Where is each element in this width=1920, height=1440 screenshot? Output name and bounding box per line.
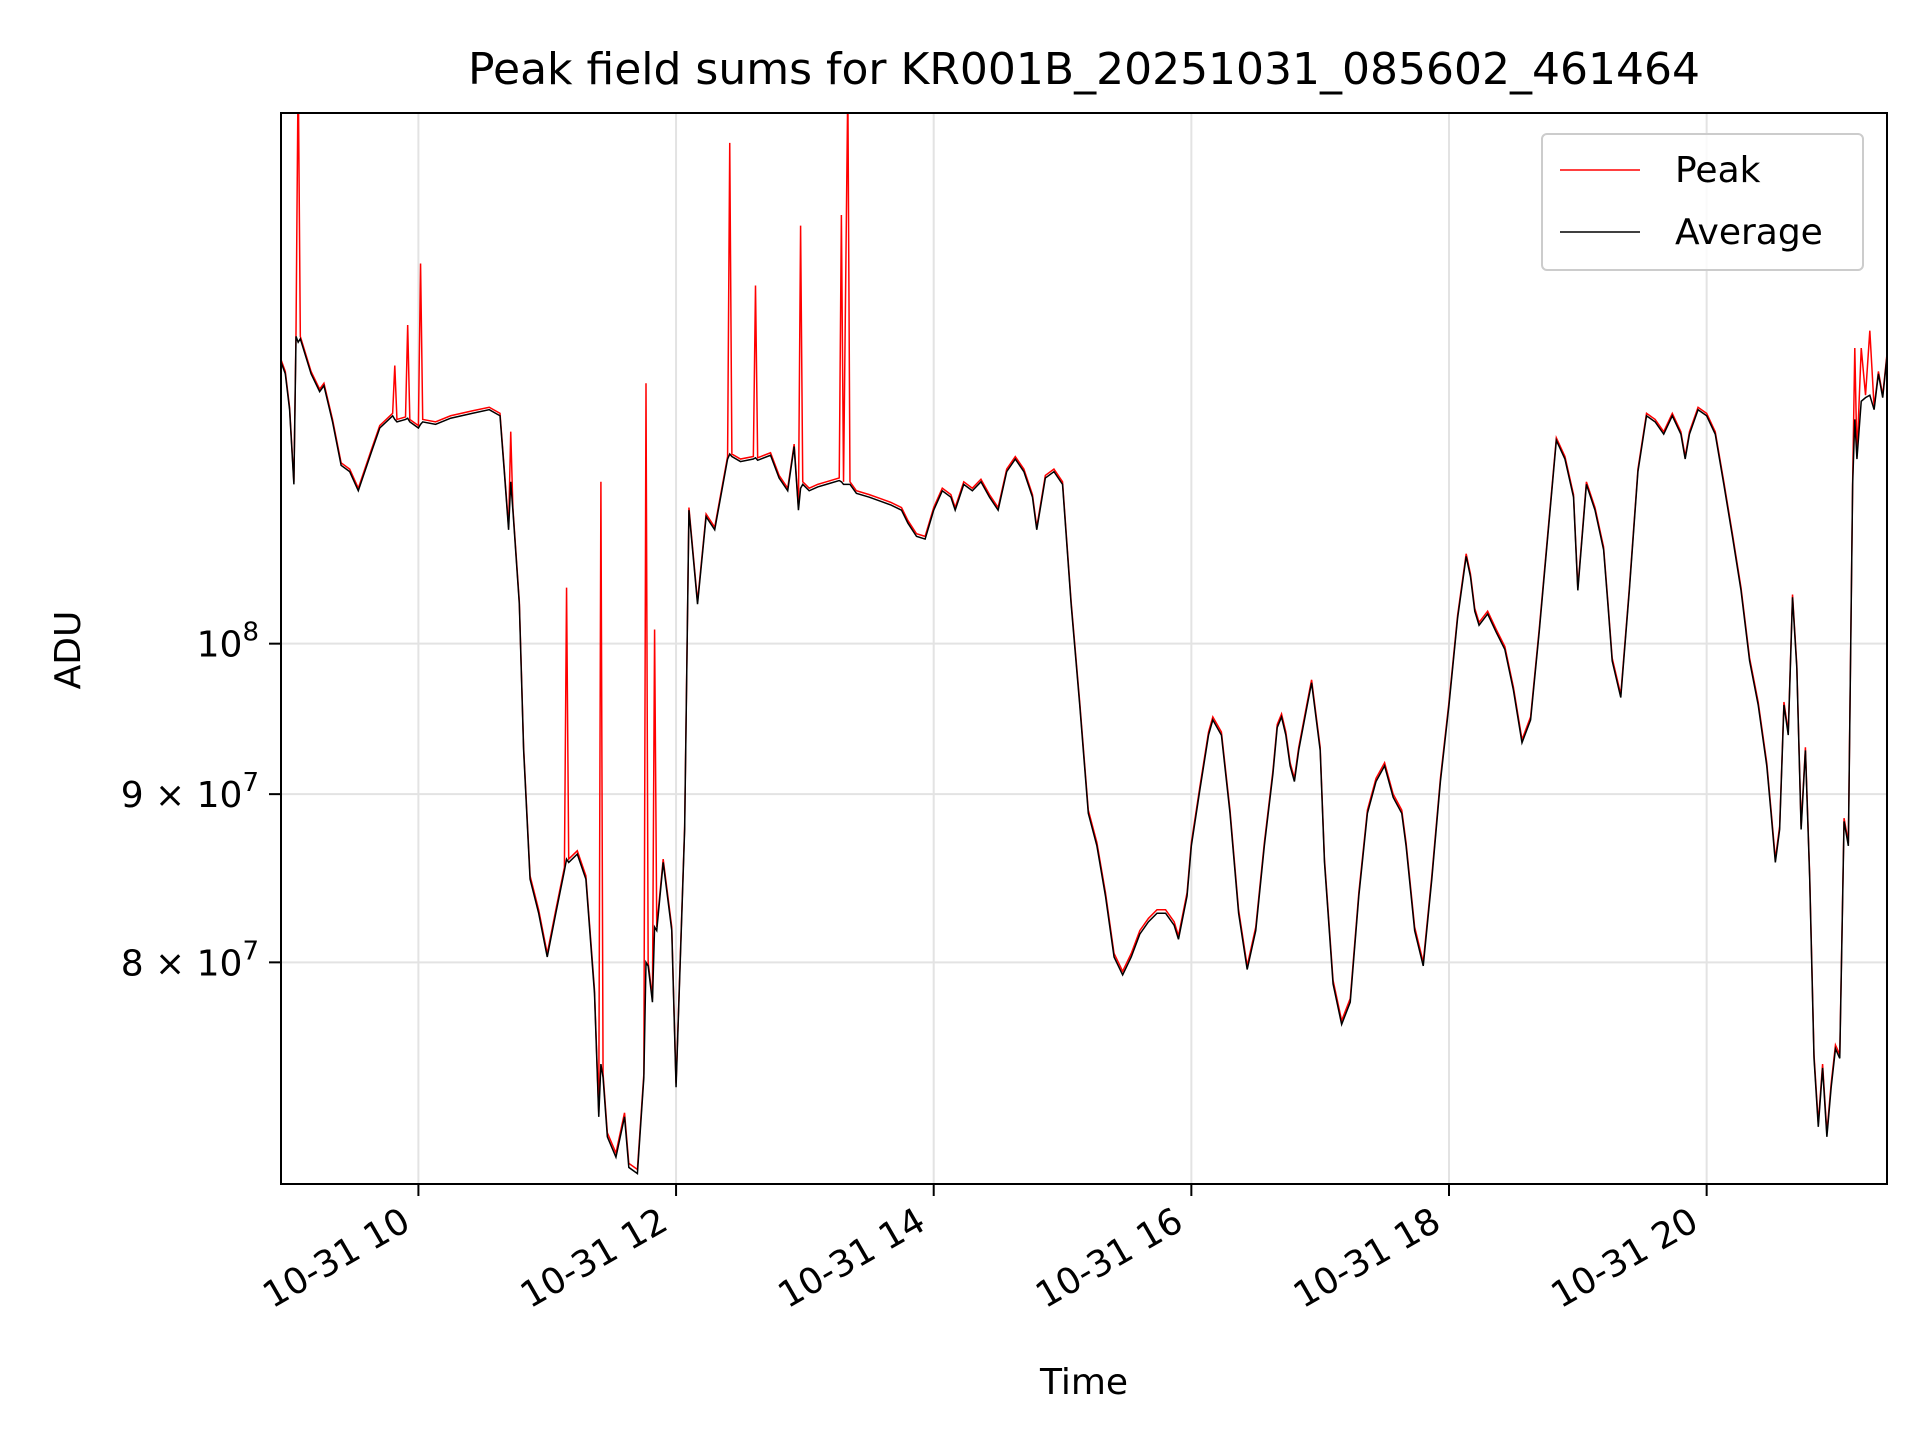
- legend-box: [1541, 133, 1864, 271]
- series-line-average: [281, 336, 1887, 1176]
- axes-frame: [280, 112, 1888, 1185]
- legend: Peak Average: [1541, 133, 1864, 271]
- grid: [281, 113, 1887, 1184]
- legend-label-peak: Peak: [1675, 150, 1761, 191]
- chart-title: Peak field sums for KR001B_20251031_0856…: [468, 44, 1700, 95]
- y-axis-label: ADU: [48, 611, 89, 690]
- x-axis-label: Time: [1039, 1362, 1128, 1403]
- legend-label-average: Average: [1675, 212, 1823, 253]
- plot-series: [281, 113, 1887, 1176]
- y-tick-label: 9 × 107: [121, 768, 259, 816]
- y-tick-label: 8 × 107: [121, 936, 259, 984]
